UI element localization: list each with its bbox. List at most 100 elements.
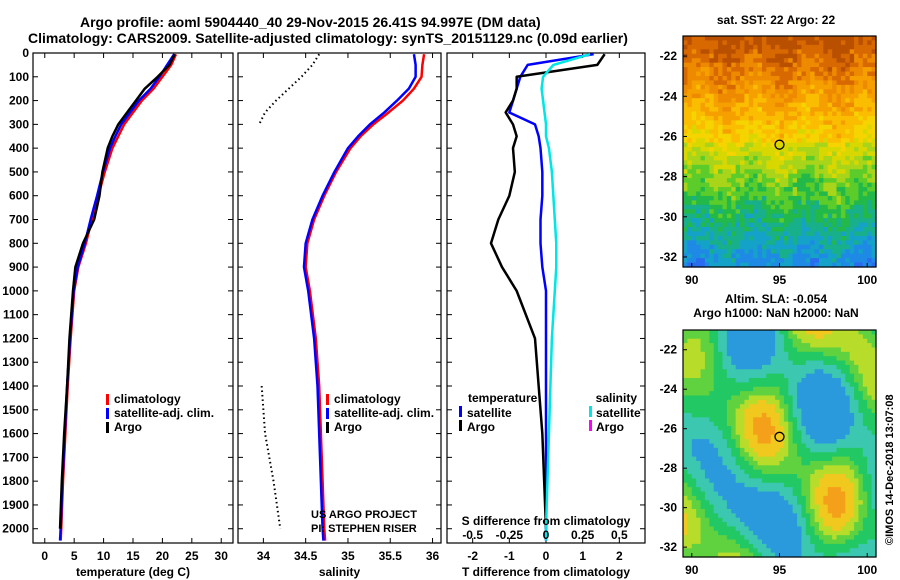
depth-tick-label: 1000 xyxy=(2,284,29,298)
x-tick-label: 10 xyxy=(97,549,111,563)
legend-swatch xyxy=(326,408,329,419)
argo-position-marker xyxy=(774,431,785,442)
x-tick-label: 0 xyxy=(41,549,48,563)
map-lat-label: -24 xyxy=(660,89,678,103)
depth-tick-label: 2000 xyxy=(2,522,29,536)
sla-map xyxy=(683,330,877,558)
legend-swatch xyxy=(589,420,592,431)
x-tick-label: 15 xyxy=(126,549,140,563)
sla-map-title: Altim. SLA: -0.054 xyxy=(725,292,827,306)
legend-label: Argo xyxy=(467,420,495,434)
legend-label: satellite-adj. clim. xyxy=(114,406,214,420)
depth-tick-label: 0 xyxy=(22,46,29,60)
legend-label: Argo xyxy=(114,420,142,434)
depth-tick-label: 800 xyxy=(9,236,29,250)
depth-tick-label: 1500 xyxy=(2,403,29,417)
map-lat-label: -24 xyxy=(660,382,678,396)
x-tick-label: 2 xyxy=(616,549,623,563)
secondary-tick-label: 0 xyxy=(543,528,550,542)
secondary-tick-label: 0.25 xyxy=(571,528,595,542)
secondary-tick-label: -0.25 xyxy=(496,528,524,542)
legend-swatch xyxy=(459,420,462,431)
x-tick-label: -1 xyxy=(504,549,515,563)
map-lat-label: -28 xyxy=(660,461,678,475)
pi-credit: PI: STEPHEN RISER xyxy=(311,523,417,535)
x-tick-label: -2 xyxy=(467,549,478,563)
x-tick-label: 5 xyxy=(71,549,78,563)
x-axis-label: salinity xyxy=(319,565,361,579)
x-tick-label: 35.5 xyxy=(379,549,403,563)
legend-label: satellite xyxy=(596,406,641,420)
depth-tick-label: 1100 xyxy=(3,308,29,322)
legend-swatch xyxy=(326,394,329,405)
series-line-argo xyxy=(258,53,321,125)
series-line-satellite-adj-clim- xyxy=(302,53,417,541)
x-tick-label: 36 xyxy=(426,549,440,563)
depth-tick-label: 600 xyxy=(9,189,29,203)
x-tick-label: 1 xyxy=(579,549,586,563)
series-line-climatology xyxy=(304,53,426,541)
x-tick-label: 34 xyxy=(257,549,271,563)
legend-label: climatology xyxy=(334,392,401,406)
x-tick-label: 34.5 xyxy=(294,549,318,563)
map-lon-label: 100 xyxy=(857,563,877,577)
depth-tick-label: 300 xyxy=(9,117,29,131)
map-lon-label: 90 xyxy=(685,273,699,287)
sla-map-subtitle: Argo h1000: NaN h2000: NaN xyxy=(693,306,858,320)
map-lat-label: -22 xyxy=(660,343,678,357)
depth-tick-label: 1300 xyxy=(2,355,29,369)
x-tick-label: 35 xyxy=(341,549,355,563)
x-tick-label: 20 xyxy=(156,549,170,563)
map-lat-label: -32 xyxy=(660,250,678,264)
depth-tick-label: 1400 xyxy=(2,379,29,393)
x-tick-label: 25 xyxy=(185,549,199,563)
secondary-tick-label: 0.5 xyxy=(611,528,628,542)
depth-tick-label: 1700 xyxy=(2,450,29,464)
legend-sal-title: salinity xyxy=(596,391,638,405)
legend-swatch xyxy=(106,422,109,433)
timestamp-stamp: ©IMOS 14-Dec-2018 13:07:08 xyxy=(884,394,896,545)
sst-map xyxy=(683,36,877,268)
depth-tick-label: 400 xyxy=(9,141,29,155)
legend-temp-title: temperature xyxy=(468,391,538,405)
argo-position-marker xyxy=(774,139,785,150)
x-tick-label: 30 xyxy=(215,549,229,563)
map-lat-label: -30 xyxy=(660,210,678,224)
series-line-argo xyxy=(260,385,282,529)
series-line-s-satellite xyxy=(540,52,591,541)
map-lat-label: -26 xyxy=(660,129,678,143)
series-line-t-satellite xyxy=(508,52,594,541)
depth-tick-label: 700 xyxy=(9,213,29,227)
map-lon-label: 100 xyxy=(857,273,877,287)
map-lon-label: 95 xyxy=(773,273,787,287)
figure-title-line2: Climatology: CARS2009. Satellite-adjuste… xyxy=(28,30,628,46)
depth-tick-label: 200 xyxy=(9,94,29,108)
figure-title-line1: Argo profile: aoml 5904440_40 29-Nov-201… xyxy=(80,14,541,30)
depth-tick-label: 1800 xyxy=(2,474,29,488)
legend-label: satellite-adj. clim. xyxy=(334,406,434,420)
legend-swatch xyxy=(106,394,109,405)
legend-label: Argo xyxy=(334,420,362,434)
depth-tick-label: 1200 xyxy=(2,331,29,345)
map-lat-label: -22 xyxy=(660,49,678,63)
x-tick-label: 0 xyxy=(543,549,550,563)
project-credit: US ARGO PROJECT xyxy=(311,509,417,521)
series-line-argo xyxy=(58,53,176,529)
depth-tick-label: 1600 xyxy=(2,427,29,441)
x-axis-label: T difference from climatology xyxy=(462,565,630,579)
legend-swatch xyxy=(589,406,592,417)
legend-label: Argo xyxy=(596,420,624,434)
series-line-t-argo xyxy=(489,53,606,529)
legend-label: satellite xyxy=(467,406,512,420)
depth-tick-label: 500 xyxy=(9,165,29,179)
secondary-axis-label: S difference from climatology xyxy=(462,514,631,528)
map-lon-label: 95 xyxy=(773,563,787,577)
secondary-tick-label: -0.5 xyxy=(462,528,483,542)
depth-tick-label: 1900 xyxy=(2,498,29,512)
map-lat-label: -26 xyxy=(660,422,678,436)
legend-swatch xyxy=(326,422,329,433)
map-lat-label: -30 xyxy=(660,501,678,515)
map-lat-label: -28 xyxy=(660,170,678,184)
legend-swatch xyxy=(459,406,462,417)
